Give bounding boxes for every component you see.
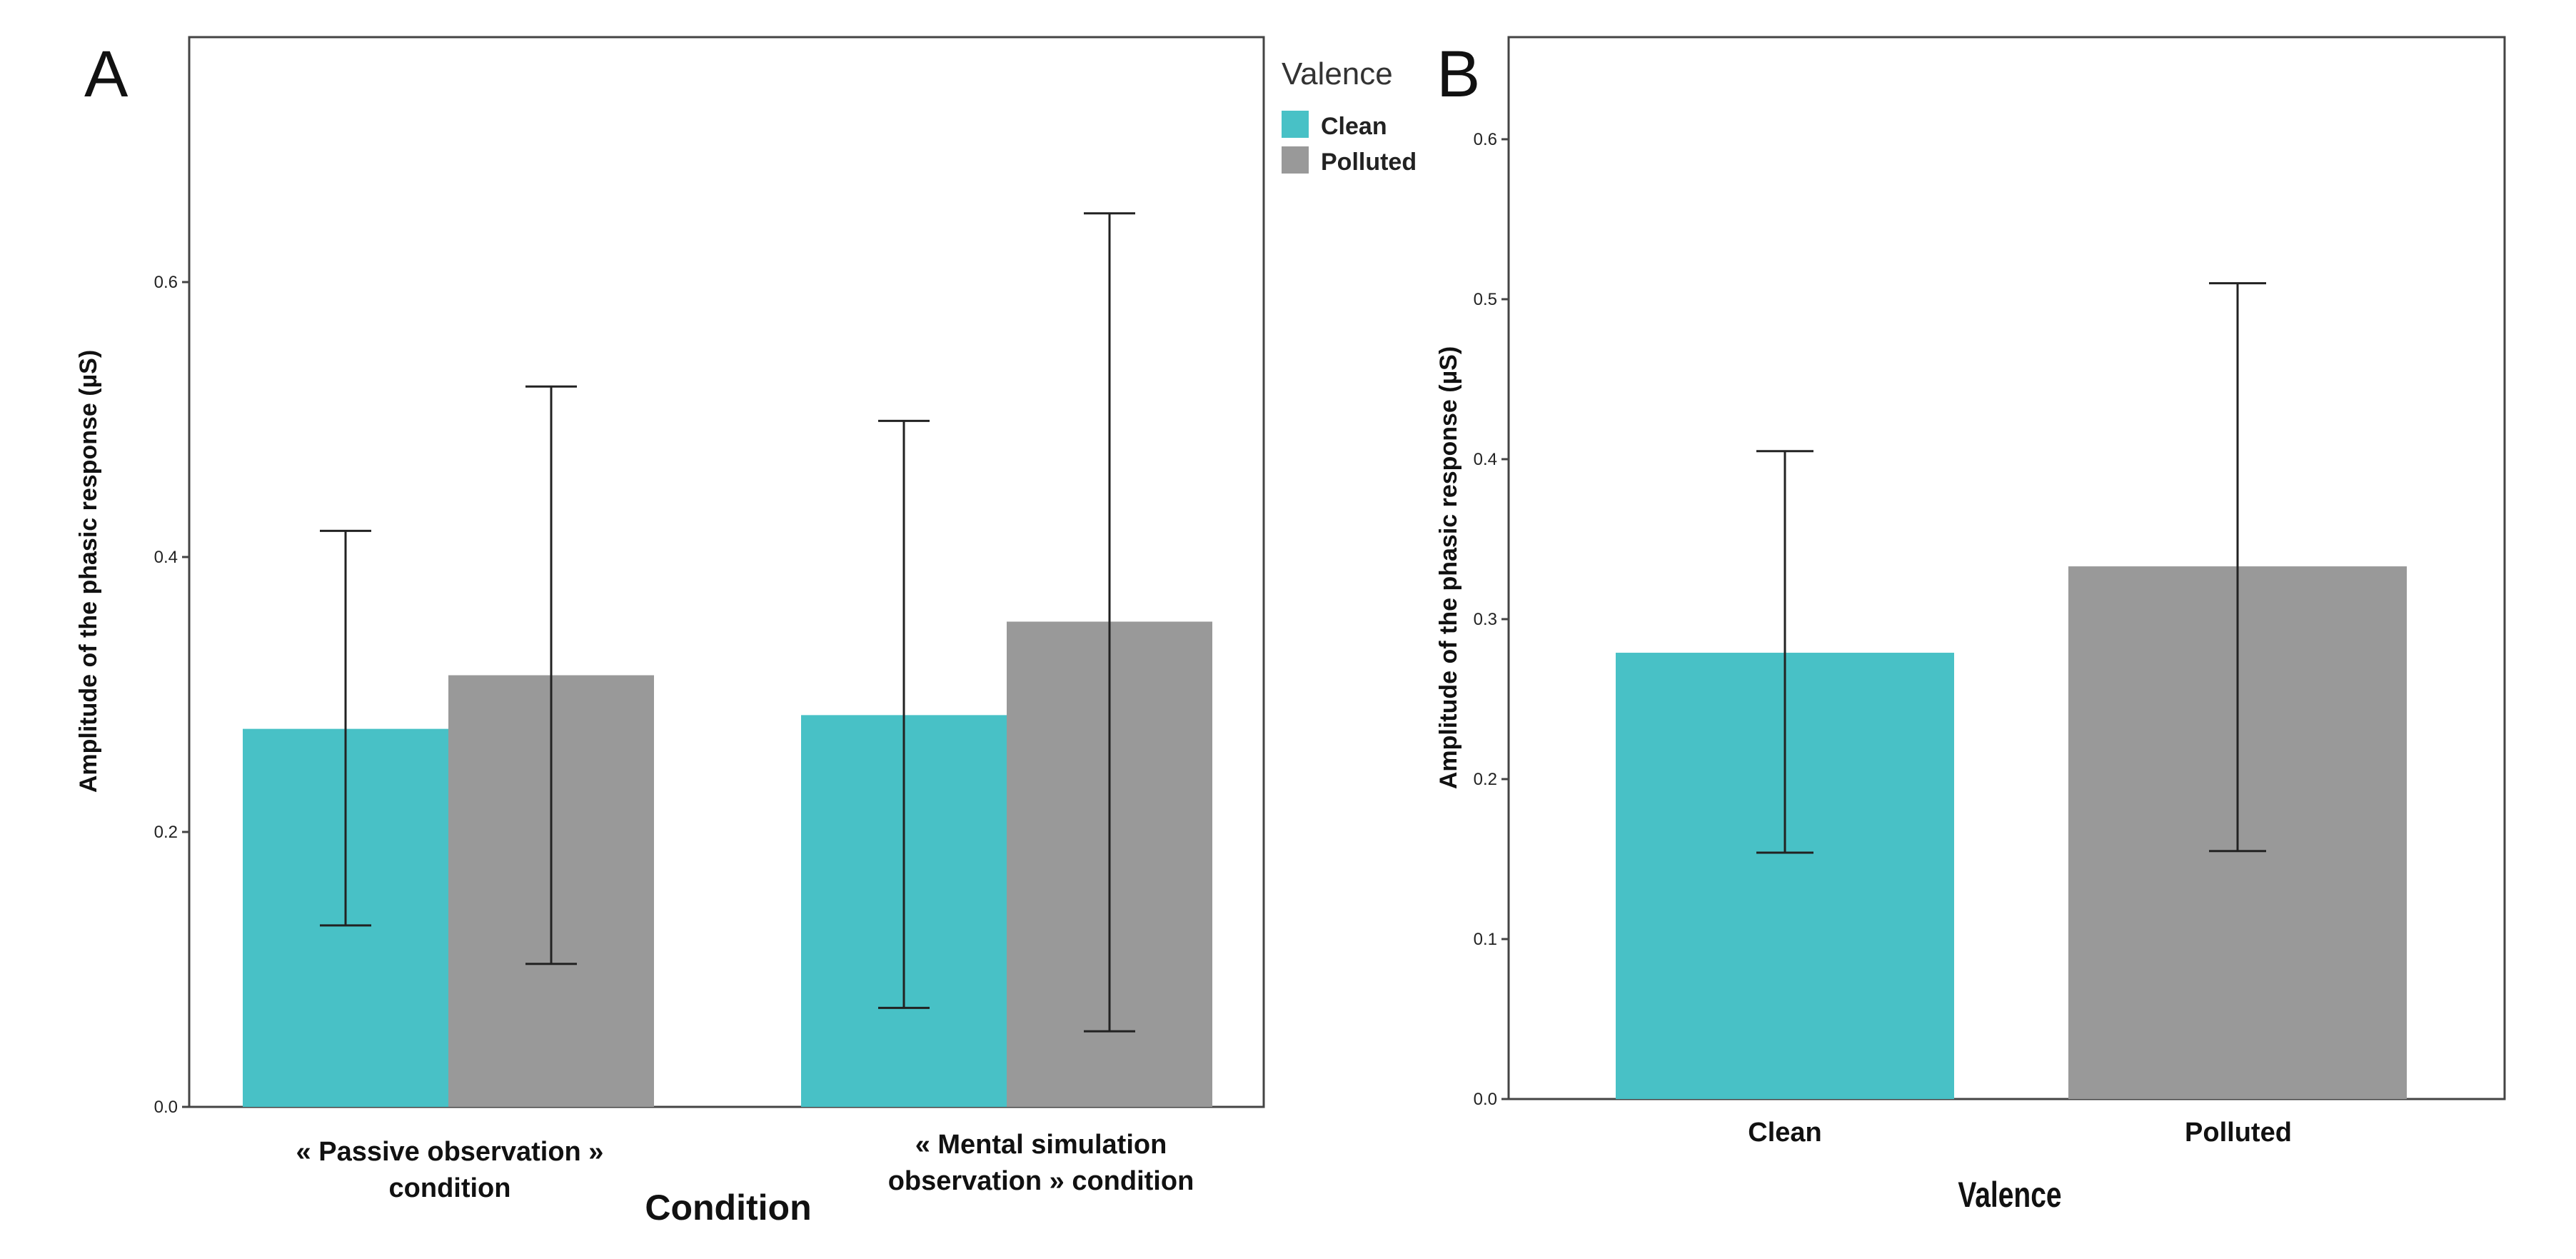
y-tick-label: 0.0	[154, 1098, 178, 1117]
y-tick-label: 0.3	[1474, 610, 1497, 629]
panel-a-bars	[243, 621, 1212, 1107]
panel-b-category-polluted: Polluted	[2185, 1118, 2292, 1148]
panel-a-category-2-line-1: « Mental simulation	[915, 1130, 1167, 1160]
legend-swatch-polluted	[1282, 146, 1309, 174]
panel-b-letter: B	[1437, 38, 1480, 111]
panel-b-bars	[1616, 566, 2407, 1099]
panel-b-x-axis-title: Valence	[1958, 1174, 2061, 1215]
y-tick-label: 0.2	[154, 823, 178, 842]
panel-a-plot-frame	[188, 36, 1265, 1108]
y-tick-label: 0.0	[1474, 1090, 1497, 1109]
legend-swatch-clean	[1282, 111, 1309, 138]
panel-a-x-axis-title: Condition	[645, 1188, 811, 1228]
panel-a-category-2-line-2: observation » condition	[888, 1166, 1194, 1196]
panel-b-y-ticks: 0.0 0.1 0.2 0.3 0.4 0.5 0.6	[1474, 130, 1509, 1109]
legend-title: Valence	[1282, 56, 1393, 91]
panel-b-category-clean: Clean	[1748, 1118, 1821, 1148]
panel-a-y-axis-label: Amplitude of the phasic response (µS)	[75, 350, 102, 793]
panel-a: A 0.0 0.2 0.4 0.6 Amplitude of the phasic r…	[75, 36, 1417, 1228]
panel-b-y-axis-label: Amplitude of the phasic response (µS)	[1435, 346, 1462, 789]
y-tick-label: 0.6	[154, 273, 178, 292]
panel-a-category-1-line-1: « Passive observation »	[296, 1137, 604, 1167]
panel-a-error-bars	[320, 212, 1135, 1033]
y-tick-label: 0.2	[1474, 770, 1497, 789]
panel-b: B 0.0 0.1 0.2 0.3 0.4 0.5 0.6 Amplitude of the…	[1435, 36, 2506, 1215]
y-tick-label: 0.1	[1474, 930, 1497, 949]
legend-label-clean: Clean	[1321, 113, 1387, 140]
y-tick-label: 0.4	[1474, 450, 1497, 469]
legend-label-polluted: Polluted	[1321, 149, 1417, 176]
y-tick-label: 0.5	[1474, 290, 1497, 309]
legend: Valence Clean Polluted	[1282, 56, 1417, 176]
panel-b-plot-frame	[1507, 36, 2506, 1100]
y-tick-label: 0.6	[1474, 130, 1497, 149]
panel-a-letter: A	[84, 38, 129, 111]
y-tick-label: 0.4	[154, 548, 178, 567]
panel-b-error-bars	[1756, 282, 2266, 854]
panel-a-y-ticks: 0.0 0.2 0.4 0.6	[154, 273, 189, 1117]
panel-a-category-1-line-2: condition	[389, 1173, 511, 1203]
